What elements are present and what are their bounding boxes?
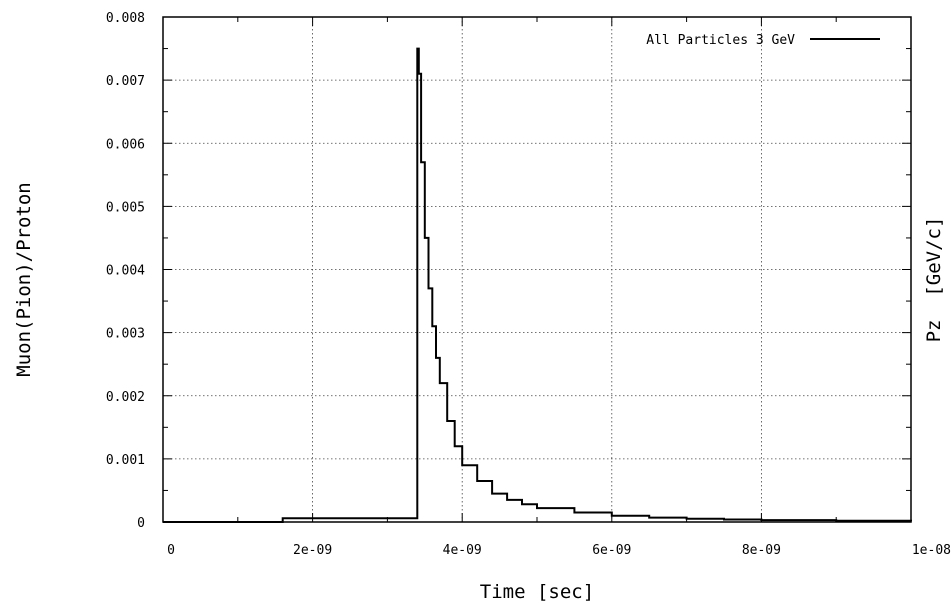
y-tick-label: 0.006 bbox=[106, 137, 145, 152]
x-tick-label: 0 bbox=[167, 543, 175, 558]
x-tick-label: 2e-09 bbox=[293, 543, 332, 558]
x-tick-label: 6e-09 bbox=[592, 543, 631, 558]
tick-labels: 0 2e-09 4e-09 6e-09 8e-09 1e-08 0 0.001 0.002 0.0… bbox=[106, 11, 951, 558]
series-layer bbox=[163, 47, 912, 523]
y-tick-label: 0.001 bbox=[106, 453, 145, 468]
y-tick-label: 0.002 bbox=[106, 390, 145, 405]
series-line-all-particles bbox=[163, 47, 912, 523]
x-axis-label: Time [sec] bbox=[480, 581, 594, 603]
x-tick-label: 8e-09 bbox=[742, 543, 781, 558]
y-tick-label: 0.007 bbox=[106, 74, 145, 89]
legend: All Particles 3 GeV bbox=[646, 33, 880, 48]
x-tick-label: 4e-09 bbox=[443, 543, 482, 558]
y2-axis-label: Pz [GeV/c] bbox=[923, 217, 945, 343]
y-tick-label: 0.003 bbox=[106, 327, 145, 342]
y-tick-label: 0.008 bbox=[106, 11, 145, 26]
y-tick-label: 0.004 bbox=[106, 264, 145, 279]
x-tick-label: 1e-08 bbox=[912, 543, 951, 558]
y-tick-label: 0.005 bbox=[106, 200, 145, 215]
grid-lines bbox=[163, 17, 911, 522]
legend-entry-label: All Particles 3 GeV bbox=[646, 33, 795, 48]
axis-ticks bbox=[162, 16, 912, 523]
y-axis-label: Muon(Pion)/Proton bbox=[13, 182, 35, 376]
y-tick-label: 0 bbox=[137, 516, 145, 531]
